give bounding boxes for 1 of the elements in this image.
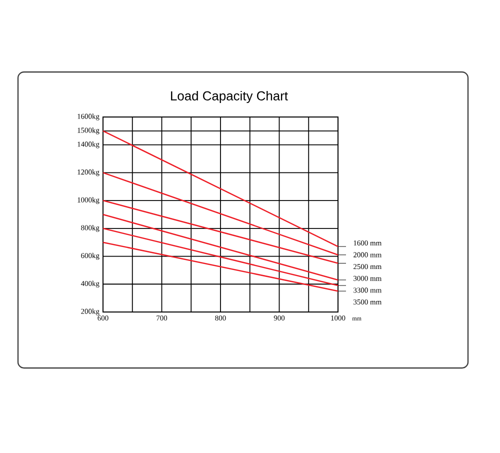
chart-title: Load Capacity Chart: [171, 90, 288, 104]
